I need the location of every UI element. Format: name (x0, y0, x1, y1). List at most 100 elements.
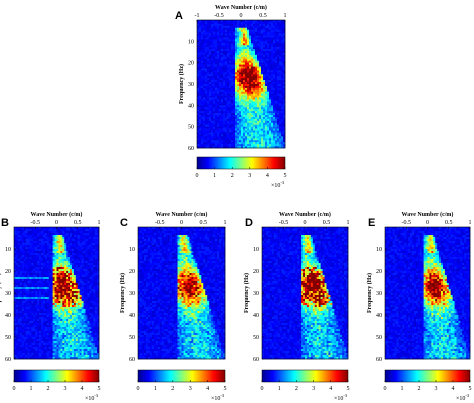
colorbar-tick-label: 3 (312, 386, 315, 392)
y-tick-label: 20 (5, 269, 11, 275)
y-tick-label: 30 (376, 291, 382, 297)
panel-label: B (1, 217, 9, 229)
panel-label: A (175, 10, 183, 22)
x-axis-label: Wave Number (c/m) (279, 211, 331, 218)
colorbar-tick-label: 3 (435, 386, 438, 392)
colorbar (196, 156, 286, 170)
panel-label: C (120, 217, 128, 229)
x-tick-label: -0.5 (279, 220, 289, 226)
y-tick-label: 60 (188, 146, 194, 152)
colorbar-tick-label: 3 (248, 173, 251, 179)
colorbar-tick-label: 5 (347, 386, 350, 392)
y-tick-label: 20 (253, 269, 259, 275)
y-axis-label: Frequency (Hz) (366, 273, 373, 313)
y-tick-label: 50 (376, 335, 382, 341)
heatmap-cells (138, 227, 226, 360)
colorbar-exponent: ×10-3 (334, 393, 348, 402)
colorbar-tick-label: 0 (13, 386, 16, 392)
x-tick-label: -0.5 (31, 220, 41, 226)
y-tick-label: 50 (5, 335, 11, 341)
heatmap-cells (385, 227, 471, 360)
x-tick-label: -1 (195, 13, 200, 19)
y-tick-label: 60 (129, 357, 135, 363)
colorbar-tick-label: 3 (189, 386, 192, 392)
x-axis-label: Wave Number (c/m) (402, 211, 454, 218)
x-tick-label: -0.5 (214, 13, 224, 19)
colorbar-tick-label: 0 (137, 386, 140, 392)
colorbar-tick-label: 4 (452, 386, 455, 392)
colorbar-tick-label: 0 (261, 386, 264, 392)
colorbar-exponent: ×10-3 (456, 393, 470, 402)
y-tick-label: 10 (253, 247, 259, 253)
colorbar-tick-label: 2 (295, 386, 298, 392)
y-tick-label: 30 (188, 82, 194, 88)
x-tick-label: 1 (284, 13, 287, 19)
colorbar-tick-label: 1 (401, 386, 404, 392)
x-tick-label: 1 (469, 220, 472, 226)
y-tick-label: 30 (253, 291, 259, 297)
colorbar-tick-label: 4 (206, 386, 209, 392)
x-tick-label: 0 (55, 220, 58, 226)
colorbar-tick-label: 0 (196, 173, 199, 179)
colorbar-tick-label: 2 (418, 386, 421, 392)
x-axis-label: Wave Number (c/m) (156, 211, 208, 218)
x-tick-label: 0 (426, 220, 429, 226)
y-axis-label: Frequency (Hz) (119, 273, 126, 313)
colorbar-exponent-power: -3 (94, 393, 98, 398)
x-tick-label: 0.5 (445, 220, 453, 226)
x-tick-label: 0 (240, 13, 243, 19)
y-axis-label: Frequency (Hz) (243, 273, 250, 313)
y-tick-label: 30 (129, 291, 135, 297)
y-axis-label: Frequency (Hz) (178, 64, 185, 104)
colorbar-exponent-power: -3 (280, 180, 284, 185)
x-axis-label: Wave Number (c/m) (215, 4, 267, 11)
y-tick-label: 10 (129, 247, 135, 253)
colorbar-tick-label: 5 (98, 386, 101, 392)
colorbar-tick-label: 1 (30, 386, 33, 392)
x-tick-label: 1 (98, 220, 101, 226)
colorbar-exponent: ×10-3 (85, 393, 99, 402)
heatmap-cells (14, 227, 100, 360)
panel-label: E (368, 217, 375, 229)
y-tick-label: 10 (188, 39, 194, 45)
colorbar-tick-label: 5 (284, 173, 287, 179)
y-tick-label: 40 (129, 313, 135, 319)
colorbar-tick-label: 2 (231, 173, 234, 179)
colorbar (261, 369, 349, 383)
y-tick-label: 40 (188, 103, 194, 109)
y-tick-label: 20 (129, 269, 135, 275)
y-tick-label: 60 (5, 357, 11, 363)
y-axis-label: Frequency (Hz) (0, 273, 2, 313)
y-tick-label: 50 (129, 335, 135, 341)
colorbar (384, 369, 471, 383)
colorbar-tick-label: 5 (469, 386, 472, 392)
x-axis-label: Wave Number (c/m) (31, 211, 83, 218)
colorbar (137, 369, 226, 383)
x-tick-label: 0 (304, 220, 307, 226)
x-tick-label: 1 (224, 220, 227, 226)
x-tick-label: -0.5 (402, 220, 412, 226)
colorbar-exponent: ×10-3 (211, 393, 225, 402)
colorbar-tick-label: 1 (278, 386, 281, 392)
y-tick-label: 40 (376, 313, 382, 319)
x-tick-label: 1 (347, 220, 350, 226)
colorbar-exponent: ×10-3 (271, 180, 285, 189)
colorbar-tick-label: 4 (329, 386, 332, 392)
colorbar-tick-label: 5 (224, 386, 227, 392)
colorbar-tick-label: 2 (47, 386, 50, 392)
colorbar-tick-label: 3 (64, 386, 67, 392)
colorbar-exponent-power: -3 (465, 393, 469, 398)
colorbar-tick-label: 4 (81, 386, 84, 392)
heatmap-cells (262, 227, 349, 360)
y-tick-label: 50 (253, 335, 259, 341)
x-tick-label: 0.5 (74, 220, 82, 226)
colorbar-tick-label: 4 (266, 173, 269, 179)
colorbar-tick-label: 0 (384, 386, 387, 392)
y-tick-label: 10 (5, 247, 11, 253)
y-tick-label: 10 (376, 247, 382, 253)
